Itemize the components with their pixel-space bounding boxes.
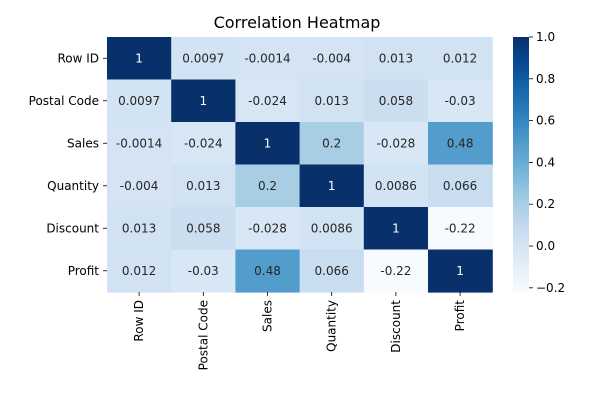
cell-value-label: 1 [456, 264, 464, 278]
colorbar-gradient [513, 37, 529, 292]
heatmap-cell-quantity-discount [363, 164, 429, 208]
cell-value-label: -0.22 [445, 221, 476, 235]
x-axis: Row ID Postal Code Sales Quantity Discount Pr… [132, 292, 467, 370]
heatmap-cell-discount-discount [363, 207, 429, 251]
heatmap-cell-profit-postal-code [171, 249, 236, 293]
y-tick-label-postal-code: Postal Code [29, 94, 99, 108]
heatmap-cell-profit-profit [428, 249, 493, 293]
cell-value-label: 0.012 [122, 264, 156, 278]
heatmap-cell-profit-row-id [107, 249, 172, 293]
colorbar: 1.0 0.8 0.6 0.4 0.2 0.0 −0.2 [513, 30, 565, 295]
heatmap-cell-quantity-row-id [107, 164, 172, 208]
cell-value-label: 0.013 [122, 221, 156, 235]
heatmap-cell-quantity-profit [428, 164, 493, 208]
cell-value-label: 0.012 [443, 51, 477, 65]
heatmap-cell-discount-sales [235, 207, 301, 251]
cell-value-label: -0.024 [248, 94, 287, 108]
cell-value-label: 0.013 [379, 51, 413, 65]
heatmap-cell-sales-discount [363, 122, 429, 166]
cell-value-label: 1 [392, 221, 400, 235]
heatmap-cell-postal-code-row-id [107, 79, 172, 123]
colorbar-tick-label: 0.6 [536, 114, 555, 128]
y-tick-label-sales: Sales [67, 136, 99, 150]
cell-value-label: -0.0014 [116, 136, 162, 150]
cell-value-label: 1 [264, 136, 272, 150]
cell-value-label: 0.0097 [182, 51, 224, 65]
cell-value-label: 0.2 [258, 179, 277, 193]
cell-value-label: 0.2 [322, 136, 341, 150]
cell-value-label: 1 [199, 94, 207, 108]
cell-value-label: 0.48 [254, 264, 281, 278]
x-tick-label-row-id: Row ID [132, 300, 146, 342]
x-tick-label-discount: Discount [389, 300, 403, 353]
colorbar-tick-label: 1.0 [536, 30, 555, 44]
cell-value-label: 0.066 [443, 179, 477, 193]
y-tick-label-discount: Discount [46, 221, 99, 235]
x-tick-label-profit: Profit [453, 300, 467, 332]
heatmap-cell-discount-row-id [107, 207, 172, 251]
heatmap-cell-sales-profit [428, 122, 493, 166]
heatmap-cell-postal-code-sales [235, 79, 301, 123]
y-tick-label-quantity: Quantity [47, 179, 99, 193]
cell-value-label: -0.0014 [244, 51, 290, 65]
heatmap-cell-row-id-profit [428, 37, 493, 81]
heatmap-cell-quantity-quantity [299, 164, 365, 208]
colorbar-tick-label: 0.8 [536, 72, 555, 86]
heatmap-cells [107, 37, 493, 293]
x-tick-label-sales: Sales [261, 300, 275, 332]
cell-value-label: -0.028 [377, 136, 416, 150]
cell-value-label: 0.0097 [118, 94, 160, 108]
heatmap-cell-discount-profit [428, 207, 493, 251]
heatmap-cell-row-id-discount [363, 37, 429, 81]
heatmap-cell-row-id-sales [235, 37, 301, 81]
heatmap-cell-row-id-quantity [299, 37, 365, 81]
cell-value-label: -0.22 [380, 264, 411, 278]
colorbar-tick-label: −0.2 [536, 281, 565, 295]
heatmap-cell-postal-code-postal-code [171, 79, 236, 123]
heatmap-cell-sales-quantity [299, 122, 365, 166]
cell-value-label: 0.013 [186, 179, 220, 193]
cell-value-label: 0.058 [379, 94, 413, 108]
heatmap-cell-sales-postal-code [171, 122, 236, 166]
y-tick-label-profit: Profit [68, 264, 100, 278]
cell-value-label: 0.0086 [311, 221, 353, 235]
cell-value-label: -0.03 [445, 94, 476, 108]
cell-value-label: 1 [328, 179, 336, 193]
colorbar-tick-label: 0.4 [536, 155, 555, 169]
heatmap-cell-profit-sales [235, 249, 301, 293]
cell-value-label: 0.48 [447, 136, 474, 150]
heatmap-cell-postal-code-profit [428, 79, 493, 123]
heatmap-cell-quantity-sales [235, 164, 301, 208]
chart-title: Correlation Heatmap [214, 13, 381, 32]
colorbar-tick-label: 0.0 [536, 239, 555, 253]
heatmap-cell-profit-discount [363, 249, 429, 293]
heatmap-cell-discount-postal-code [171, 207, 236, 251]
heatmap-cell-row-id-postal-code [171, 37, 236, 81]
cell-value-label: -0.03 [188, 264, 219, 278]
heatmap-cell-sales-sales [235, 122, 301, 166]
cell-value-label: 0.013 [315, 94, 349, 108]
heatmap-cell-sales-row-id [107, 122, 172, 166]
heatmap-annotations: 1 0.0097 -0.0014 -0.004 0.013 0.012 0.0097 1 -0.… [116, 51, 477, 278]
x-tick-label-quantity: Quantity [325, 300, 339, 352]
cell-value-label: 1 [135, 51, 143, 65]
cell-value-label: -0.024 [184, 136, 223, 150]
cell-value-label: -0.004 [312, 51, 351, 65]
cell-value-label: 0.058 [186, 221, 220, 235]
cell-value-label: -0.004 [120, 179, 159, 193]
cell-value-label: 0.066 [315, 264, 349, 278]
heatmap-cell-profit-quantity [299, 249, 365, 293]
colorbar-tick-label: 0.2 [536, 197, 555, 211]
y-axis: Row ID Postal Code Sales Quantity Discount Pr… [29, 51, 107, 278]
cell-value-label: 0.0086 [375, 179, 417, 193]
heatmap-cell-postal-code-discount [363, 79, 429, 123]
x-tick-label-postal-code: Postal Code [196, 300, 210, 370]
heatmap-cell-postal-code-quantity [299, 79, 365, 123]
y-tick-label-row-id: Row ID [57, 51, 99, 65]
cell-value-label: -0.028 [248, 221, 287, 235]
heatmap-cell-row-id-row-id [107, 37, 172, 81]
heatmap-cell-discount-quantity [299, 207, 365, 251]
heatmap-cell-quantity-postal-code [171, 164, 236, 208]
